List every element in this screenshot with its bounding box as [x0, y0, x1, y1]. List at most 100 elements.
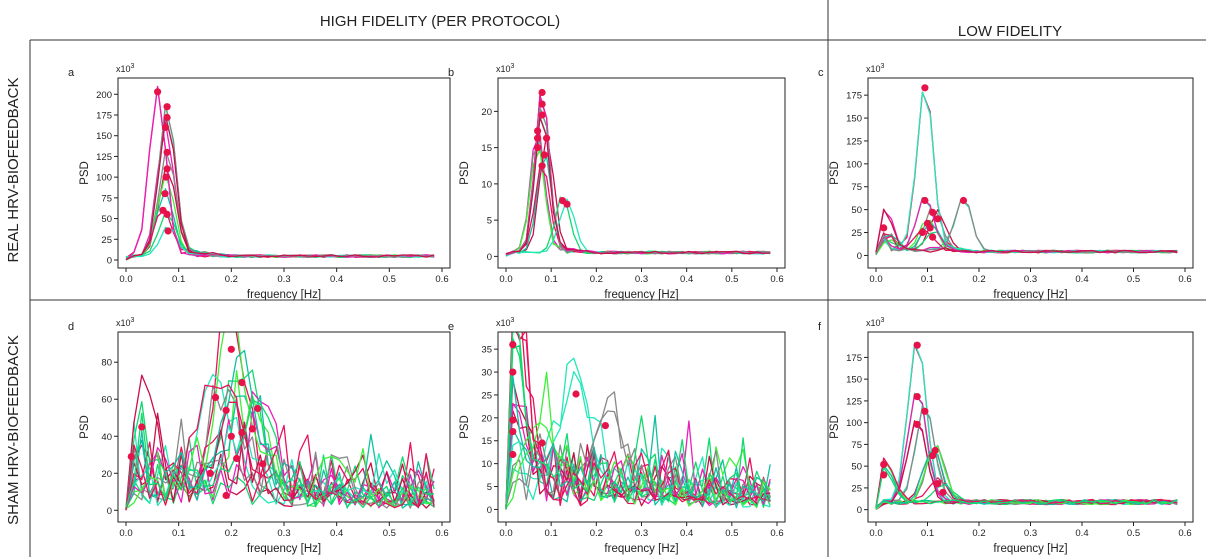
- panel-d: 0.0 0.1 0.2 0.3 0.4 0.5 0.6 0 20 40 60 80 frequency …: [68, 317, 451, 555]
- series-line: [125, 349, 435, 510]
- series-line: [505, 166, 771, 256]
- x-tick-label: 0.6: [1178, 274, 1191, 285]
- peak-marker: [222, 406, 230, 414]
- series-line: [875, 466, 1178, 509]
- y-tick-label: 175: [846, 353, 862, 364]
- y-tick-label: 100: [96, 173, 112, 184]
- y-tick-label: 125: [846, 136, 862, 147]
- series-line: [505, 332, 771, 510]
- x-tick-label: 0.2: [225, 528, 238, 539]
- y-tick-label: 25: [101, 235, 112, 246]
- peak-marker: [934, 480, 942, 488]
- y-tick-label: 50: [101, 214, 112, 225]
- series-line: [505, 421, 771, 507]
- x-axis-label: frequency [Hz]: [247, 543, 321, 555]
- y-tick-label: 75: [851, 440, 862, 451]
- panel-e: 0.0 0.1 0.2 0.3 0.4 0.5 0.6 0 5 10 15 20 25 30 35 frequ…: [448, 317, 786, 555]
- series-lines: [505, 332, 771, 510]
- x-tick-label: 0.1: [545, 528, 558, 539]
- peak-marker: [540, 151, 549, 159]
- peak-marker: [163, 165, 171, 173]
- y-tick-label: 75: [101, 193, 112, 204]
- x-tick-label: 0.1: [921, 274, 934, 285]
- row-label-real: REAL HRV-BIOFEEDBACK: [5, 77, 22, 262]
- series-line: [505, 371, 771, 509]
- peak-marker: [163, 210, 171, 218]
- peak-marker: [563, 200, 571, 208]
- exponent-label: x103: [866, 317, 885, 328]
- series-line: [875, 451, 1178, 508]
- x-tick-label: 0.5: [1127, 274, 1140, 285]
- peak-marker: [538, 162, 546, 170]
- panel-c: 0.0 0.1 0.2 0.3 0.4 0.5 0.6 0 25 50 75 100 125 150 175…: [818, 63, 1194, 301]
- peak-marker: [161, 123, 170, 131]
- peak-marker: [222, 491, 230, 500]
- y-tick-label: 150: [846, 114, 862, 125]
- peak-marker: [913, 341, 921, 349]
- y-tick-label: 0: [857, 505, 862, 516]
- peak-marker: [926, 224, 934, 232]
- panel-a: 0.0 0.1 0.2 0.3 0.4 0.5 0.6 0 25 50 75 100 125 150 175…: [68, 63, 451, 301]
- x-axis-label: frequency [Hz]: [993, 543, 1067, 555]
- peak-marker: [880, 471, 888, 479]
- peak-marker: [163, 113, 171, 122]
- y-tick-label: 20: [101, 469, 112, 480]
- panel-b: 0.0 0.1 0.2 0.3 0.4 0.5 0.6 0 5 10 15 20 frequency […: [448, 63, 786, 301]
- peak-marker: [918, 228, 927, 237]
- y-tick-label: 125: [96, 152, 112, 163]
- x-tick-label: 0.6: [435, 528, 448, 539]
- peak-marker: [227, 345, 235, 353]
- y-tick-label: 50: [851, 462, 862, 473]
- y-tick-label: 150: [846, 375, 862, 386]
- y-tick-label: 150: [96, 131, 112, 142]
- x-tick-label: 0.3: [277, 528, 290, 539]
- y-tick-label: 175: [846, 91, 862, 102]
- peak-marker: [227, 432, 235, 440]
- peak-marker: [921, 84, 929, 92]
- peak-marker: [572, 390, 580, 398]
- y-tick-label: 0: [487, 505, 492, 516]
- peak-marker: [259, 460, 267, 468]
- series-line: [875, 198, 1178, 255]
- peak-marker: [880, 224, 888, 232]
- y-tick-label: 60: [101, 395, 112, 406]
- panel-label: b: [448, 67, 454, 79]
- x-tick-label: 0.5: [725, 274, 738, 285]
- peak-marker: [206, 469, 214, 477]
- series-line: [125, 332, 435, 510]
- x-tick-label: 0.2: [225, 274, 238, 285]
- x-tick-label: 0.4: [330, 274, 343, 285]
- series-line: [125, 412, 435, 511]
- series-lines: [125, 85, 435, 261]
- row-label-sham: SHAM HRV-BIOFEEDBACK: [5, 335, 22, 525]
- y-tick-label: 35: [481, 345, 492, 356]
- y-axis-label: PSD: [829, 161, 841, 185]
- peak-marker: [238, 429, 246, 437]
- series-line: [505, 155, 771, 256]
- peak-marker: [233, 454, 241, 463]
- peak-marker: [543, 134, 551, 142]
- x-tick-label: 0.1: [172, 274, 185, 285]
- peak-marker: [163, 103, 171, 111]
- peak-marker: [939, 488, 947, 496]
- peak-marker: [164, 227, 172, 235]
- panel-label: c: [818, 67, 824, 79]
- x-axis-label: frequency [Hz]: [604, 543, 678, 555]
- peak-marker: [913, 420, 921, 428]
- x-tick-label: 0.4: [1075, 274, 1088, 285]
- peak-marker: [538, 100, 546, 108]
- peak-marker: [538, 439, 546, 447]
- series-line: [125, 384, 435, 510]
- exponent-label: x103: [496, 317, 515, 328]
- x-tick-label: 0.2: [590, 274, 603, 285]
- y-axis-label: PSD: [79, 161, 91, 185]
- peak-marker: [921, 407, 929, 415]
- peak-marker: [154, 88, 162, 96]
- y-tick-label: 40: [101, 432, 112, 443]
- peak-marker: [163, 148, 171, 156]
- x-tick-label: 0.1: [545, 274, 558, 285]
- series-line: [125, 399, 435, 509]
- series-lines: [875, 342, 1178, 511]
- exponent-label: x103: [116, 317, 135, 328]
- y-tick-label: 5: [487, 216, 492, 227]
